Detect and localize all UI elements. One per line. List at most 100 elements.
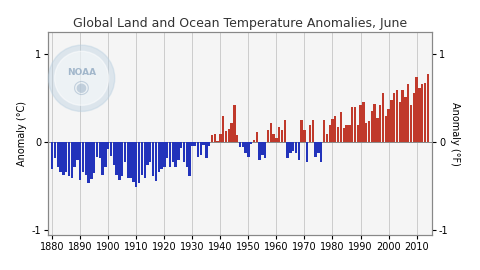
Bar	[340, 112, 342, 143]
Circle shape	[55, 51, 108, 105]
Text: ◉: ◉	[73, 78, 90, 97]
Bar	[228, 129, 230, 143]
Bar	[360, 106, 362, 143]
Bar	[107, 143, 109, 150]
Bar	[345, 125, 348, 143]
Bar	[396, 90, 398, 143]
Bar	[104, 143, 107, 167]
Circle shape	[48, 45, 115, 112]
Bar	[376, 118, 379, 143]
Bar	[413, 93, 415, 143]
Bar	[180, 143, 182, 148]
Bar	[300, 120, 303, 143]
Bar	[312, 120, 314, 143]
Bar	[264, 143, 266, 158]
Bar	[99, 143, 101, 158]
Bar	[270, 123, 272, 143]
Bar	[328, 125, 331, 143]
Bar	[261, 143, 264, 155]
Bar	[244, 143, 247, 153]
Bar	[334, 116, 336, 143]
Bar	[256, 132, 258, 143]
Bar	[362, 102, 364, 143]
Bar	[398, 102, 401, 143]
Bar	[258, 143, 261, 160]
Bar	[90, 143, 93, 180]
Bar	[118, 143, 120, 180]
Bar	[149, 143, 152, 162]
Bar	[96, 143, 98, 157]
Bar	[267, 130, 269, 143]
Bar	[281, 130, 283, 143]
Bar	[314, 143, 317, 157]
Bar	[121, 143, 123, 176]
Bar	[284, 120, 286, 143]
Bar	[303, 130, 306, 143]
Bar	[331, 119, 334, 143]
Bar	[373, 104, 376, 143]
Bar	[384, 116, 387, 143]
Bar	[188, 143, 191, 176]
Bar	[101, 143, 104, 175]
Bar	[186, 143, 188, 167]
Bar	[166, 143, 168, 158]
Bar	[62, 143, 65, 175]
Bar	[214, 134, 216, 143]
Bar	[73, 143, 76, 167]
Bar	[295, 143, 297, 153]
Bar	[82, 143, 84, 171]
Bar	[317, 143, 320, 153]
Bar	[208, 143, 210, 146]
Bar	[57, 143, 59, 167]
Bar	[219, 134, 222, 143]
Bar	[253, 140, 255, 143]
Bar	[250, 143, 252, 144]
Bar	[87, 143, 90, 183]
Bar	[76, 143, 79, 160]
Bar	[337, 127, 339, 143]
Bar	[157, 143, 160, 172]
Bar	[160, 143, 163, 169]
Bar	[273, 134, 275, 143]
Bar	[60, 143, 62, 171]
Bar	[418, 88, 420, 143]
Bar	[309, 125, 311, 143]
Bar	[183, 143, 185, 162]
Bar	[278, 127, 280, 143]
Bar	[113, 143, 115, 165]
Bar	[401, 90, 404, 143]
Bar	[241, 143, 244, 147]
Y-axis label: Anomaly (°F): Anomaly (°F)	[450, 102, 460, 166]
Bar	[169, 143, 171, 167]
Bar	[371, 111, 373, 143]
Bar	[138, 143, 140, 183]
Bar	[216, 141, 219, 143]
Bar	[326, 134, 328, 143]
Bar	[415, 77, 418, 143]
Bar	[343, 128, 345, 143]
Text: NOAA: NOAA	[67, 68, 96, 77]
Bar	[203, 143, 205, 145]
Bar	[379, 106, 381, 143]
Bar	[323, 120, 325, 143]
Y-axis label: Anomaly (°C): Anomaly (°C)	[17, 101, 27, 166]
Bar	[275, 138, 277, 143]
Bar	[404, 97, 407, 143]
Bar	[247, 143, 250, 157]
Bar	[390, 100, 393, 143]
Bar	[174, 143, 177, 167]
Bar	[127, 143, 129, 178]
Bar	[357, 125, 359, 143]
Bar	[110, 143, 112, 156]
Bar	[287, 143, 289, 158]
Bar	[233, 106, 236, 143]
Bar	[194, 143, 196, 146]
Bar	[320, 143, 323, 162]
Bar	[79, 143, 82, 180]
Bar	[152, 143, 154, 176]
Bar	[155, 143, 157, 181]
Bar	[84, 143, 87, 175]
Bar	[407, 84, 409, 143]
Bar	[146, 143, 149, 165]
Bar	[93, 143, 96, 173]
